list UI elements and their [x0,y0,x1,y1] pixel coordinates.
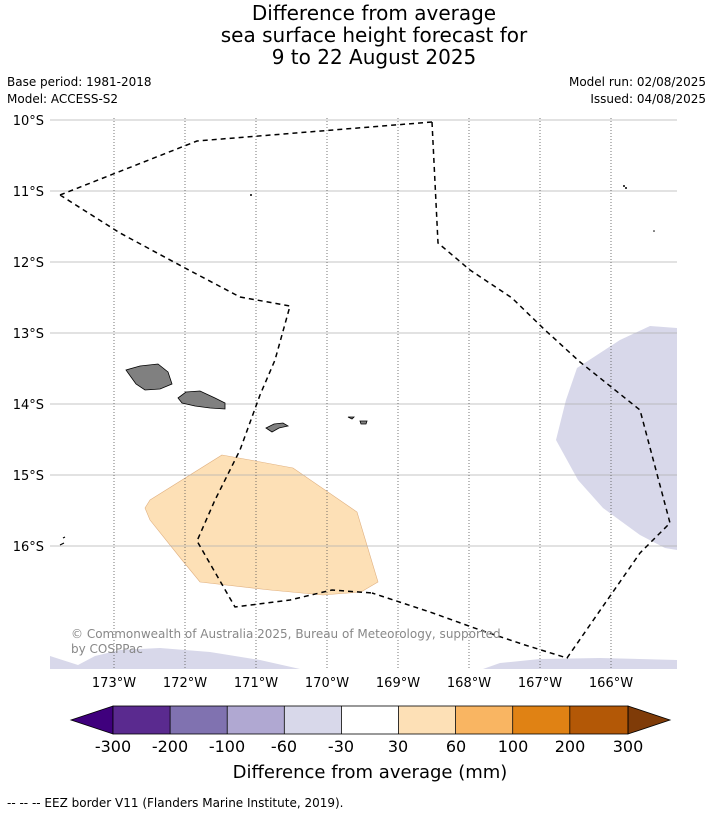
colorbar-bin-5 [341,706,399,734]
meta-left: Base period: 1981-2018 Model: ACCESS-S2 [7,74,152,108]
small-island-ne-2 [625,187,627,189]
low-anomaly-region-east [556,326,677,550]
lon-label-169w: 169°W [376,676,420,691]
small-island-swains [250,194,252,196]
chart-title: Difference from average sea surface heig… [0,2,713,68]
colorbar-bin-6 [398,706,456,734]
low-anomaly-region-southeast [483,658,677,669]
copyright-line-1: © Commonwealth of Australia 2025, Bureau… [71,627,501,641]
title-line-3: 9 to 22 August 2025 [271,45,477,69]
title-line-2: sea surface height forecast for [220,23,528,47]
colorbar: -300 -200 -100 -60 -30 30 60 100 200 300… [69,705,672,783]
colorbar-title: Difference from average (mm) [233,762,508,783]
cb-tick-minus200: -200 [152,737,188,756]
cb-tick-60: 60 [446,737,466,756]
lon-label-173w: 173°W [92,676,136,691]
upolu-island [177,390,226,410]
colorbar-bin-1 [113,706,171,734]
map-area [50,118,677,669]
savaii-island [125,363,173,391]
grid [50,118,677,669]
lat-label-13s: 13°S [13,327,44,342]
cb-tick-minus60: -60 [271,737,297,756]
cb-tick-200: 200 [555,737,586,756]
lon-label-166w: 166°W [589,676,633,691]
eez-border-west [59,121,433,608]
title-line-1: Difference from average [251,1,497,25]
lon-label-168w: 168°W [447,676,491,691]
colorbar-bin-9 [569,706,628,734]
colorbar-bin-8 [512,706,570,734]
manua-island-2 [359,420,368,425]
lat-label-14s: 14°S [13,398,44,413]
small-island-ne-3 [653,230,655,232]
colorbar-bin-7 [455,706,513,734]
lat-label-15s: 15°S [13,469,44,484]
lon-label-172w: 172°W [163,676,207,691]
high-anomaly-region [144,454,379,596]
cb-tick-minus100: -100 [209,737,245,756]
base-period: Base period: 1981-2018 [7,75,152,89]
lat-label-12s: 12°S [13,256,44,271]
small-island-ne-1 [623,185,625,187]
cb-tick-100: 100 [498,737,529,756]
eez-border-east [371,121,671,659]
lon-label-170w: 170°W [305,676,349,691]
colorbar-bin-4 [284,706,342,734]
lon-labels: 173°W 172°W 171°W 170°W 169°W 168°W 167°… [92,676,633,691]
copyright-line-2: by COSPPac [71,642,143,656]
model-name: Model: ACCESS-S2 [7,92,119,106]
lat-labels: 10°S 11°S 12°S 13°S 14°S 15°S 16°S [13,114,44,555]
manua-island-1 [347,416,355,420]
model-run: Model run: 02/08/2025 [568,75,706,89]
colorbar-ticks: -300 -200 -100 -60 -30 30 60 100 200 300 [95,737,643,756]
colorbar-bin-3 [227,706,285,734]
cb-tick-minus30: -30 [328,737,354,756]
colorbar-bin-2 [170,706,228,734]
colorbar-frame [112,705,629,735]
small-island-sw [59,536,66,546]
cb-tick-minus300: -300 [95,737,131,756]
lat-label-11s: 11°S [13,185,44,200]
cb-tick-300: 300 [613,737,644,756]
lat-label-10s: 10°S [13,114,44,129]
low-anomaly-region-south [50,648,300,669]
lat-label-16s: 16°S [13,540,44,555]
meta-right: Model run: 02/08/2025 Issued: 04/08/2025 [569,74,706,108]
lon-label-171w: 171°W [234,676,278,691]
tutuila-island [265,422,290,433]
eez-legend-note: -- -- -- EEZ border V11 (Flanders Marine… [7,796,344,810]
lon-label-167w: 167°W [518,676,562,691]
colorbar-dividers [169,706,571,734]
cb-tick-30: 30 [388,737,408,756]
colorbar-extend-high [627,705,672,735]
issued-date: Issued: 04/08/2025 [590,92,706,106]
colorbar-extend-low [69,705,114,735]
